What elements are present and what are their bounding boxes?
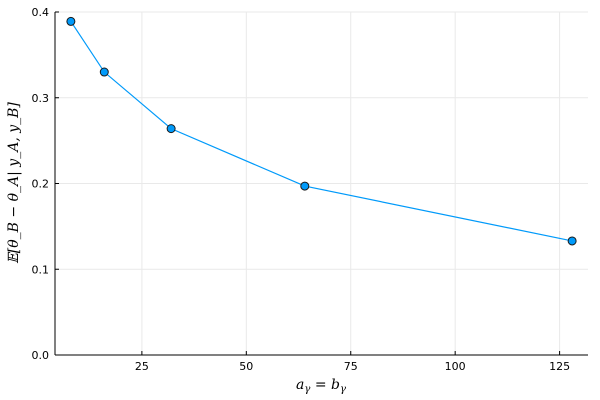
y-tick-label: 0.4 [32, 6, 50, 19]
data-series [66, 16, 577, 246]
data-point-marker [567, 236, 577, 246]
x-tick-label: 25 [135, 360, 149, 373]
data-point-marker [99, 67, 109, 77]
x-tick-label: 125 [549, 360, 570, 373]
y-axis-label: 𝔼[θ_B − θ_A| y_A, y_B] [6, 102, 22, 264]
x-tick-label: 50 [239, 360, 253, 373]
grid-lines [55, 11, 588, 356]
x-tick-label: 75 [344, 360, 358, 373]
data-point-marker [300, 181, 310, 191]
y-tick-label: 0.2 [32, 178, 50, 191]
data-point-marker [166, 124, 176, 134]
y-tick-label: 0.0 [32, 349, 50, 362]
data-point-marker [66, 16, 76, 26]
x-tick-label: 100 [445, 360, 466, 373]
x-axis-ticks: 25 50 75 100 125 [135, 351, 570, 373]
y-tick-label: 0.3 [32, 92, 50, 105]
series-line [70, 21, 573, 242]
y-tick-label: 0.1 [32, 263, 50, 276]
x-axis-label: aγ = bγ [296, 377, 346, 395]
y-axis-ticks: 0.0 0.1 0.2 0.3 0.4 [32, 6, 59, 362]
